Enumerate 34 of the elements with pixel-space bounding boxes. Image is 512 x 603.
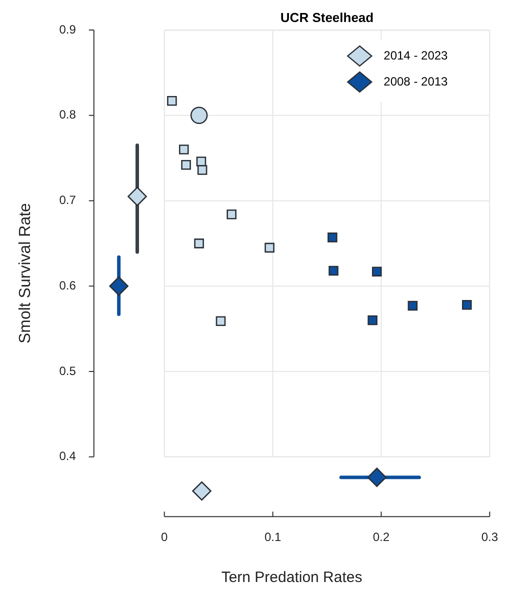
x-axis-title: Tern Predation Rates [221,569,362,586]
x-tick-label: 0.3 [481,530,498,544]
y-tick-label: 0.6 [59,278,76,292]
point [192,481,212,501]
point [328,232,338,242]
y-tick-label: 0.5 [59,364,76,378]
point [190,106,208,124]
x-tick-label: 0.2 [372,530,390,544]
y-tick-label: 0.4 [59,449,76,464]
point [109,276,128,296]
point [226,210,236,220]
point [181,160,191,170]
y-axis-title: Smolt Survival Rate [17,202,34,344]
point [194,238,204,248]
y-tick-label: 0.9 [59,22,76,36]
x-tick-label: 0 [161,530,168,544]
point [264,242,274,253]
point [197,165,208,175]
point [368,315,378,326]
point [372,266,382,276]
chart-title: UCR Steelhead [280,10,374,26]
point [216,316,226,326]
point [367,468,387,487]
y-tick-label: 0.8 [59,108,76,122]
point [408,300,418,311]
point [328,266,338,276]
point [167,96,177,106]
x-tick-label: 0.1 [264,530,282,544]
point [128,186,147,206]
legend-label: 2008 - 2013 [384,74,448,88]
point [178,144,189,154]
point [462,300,472,310]
legend-label: 2014 - 2023 [384,48,448,62]
y-tick-label: 0.7 [59,193,76,208]
